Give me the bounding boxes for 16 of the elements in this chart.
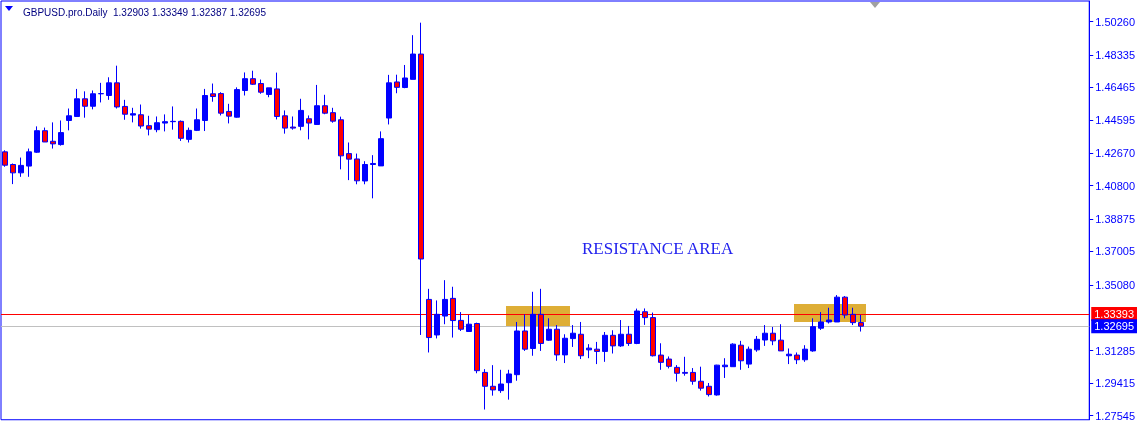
y-tick-label: 1.35080 <box>1095 278 1135 291</box>
y-tick-label: 1.48335 <box>1095 49 1135 62</box>
y-tick-label: 1.46465 <box>1095 81 1135 94</box>
y-tick-label: 1.44595 <box>1095 113 1135 126</box>
y-tick-label: 1.42670 <box>1095 147 1135 160</box>
text: GBPUSD.pro.Daily 1.32903 1.33349 1.32387 1.32695 <box>23 6 267 18</box>
y-tick-label: 1.27545 <box>1095 409 1135 421</box>
y-tick-label: 1.38875 <box>1095 213 1135 226</box>
y-tick-label: 1.29415 <box>1095 377 1135 390</box>
ref-line-label: 1.32695 <box>1094 320 1134 333</box>
y-tick-label: 1.40800 <box>1095 179 1135 192</box>
y-tick-label: 1.50260 <box>1095 15 1135 28</box>
y-tick-label: 1.31285 <box>1095 344 1135 357</box>
annotation: RESISTANCE AREA <box>582 239 734 258</box>
y-tick-label: 1.37005 <box>1095 245 1135 258</box>
ref-line-label: 1.33393 <box>1094 308 1134 321</box>
